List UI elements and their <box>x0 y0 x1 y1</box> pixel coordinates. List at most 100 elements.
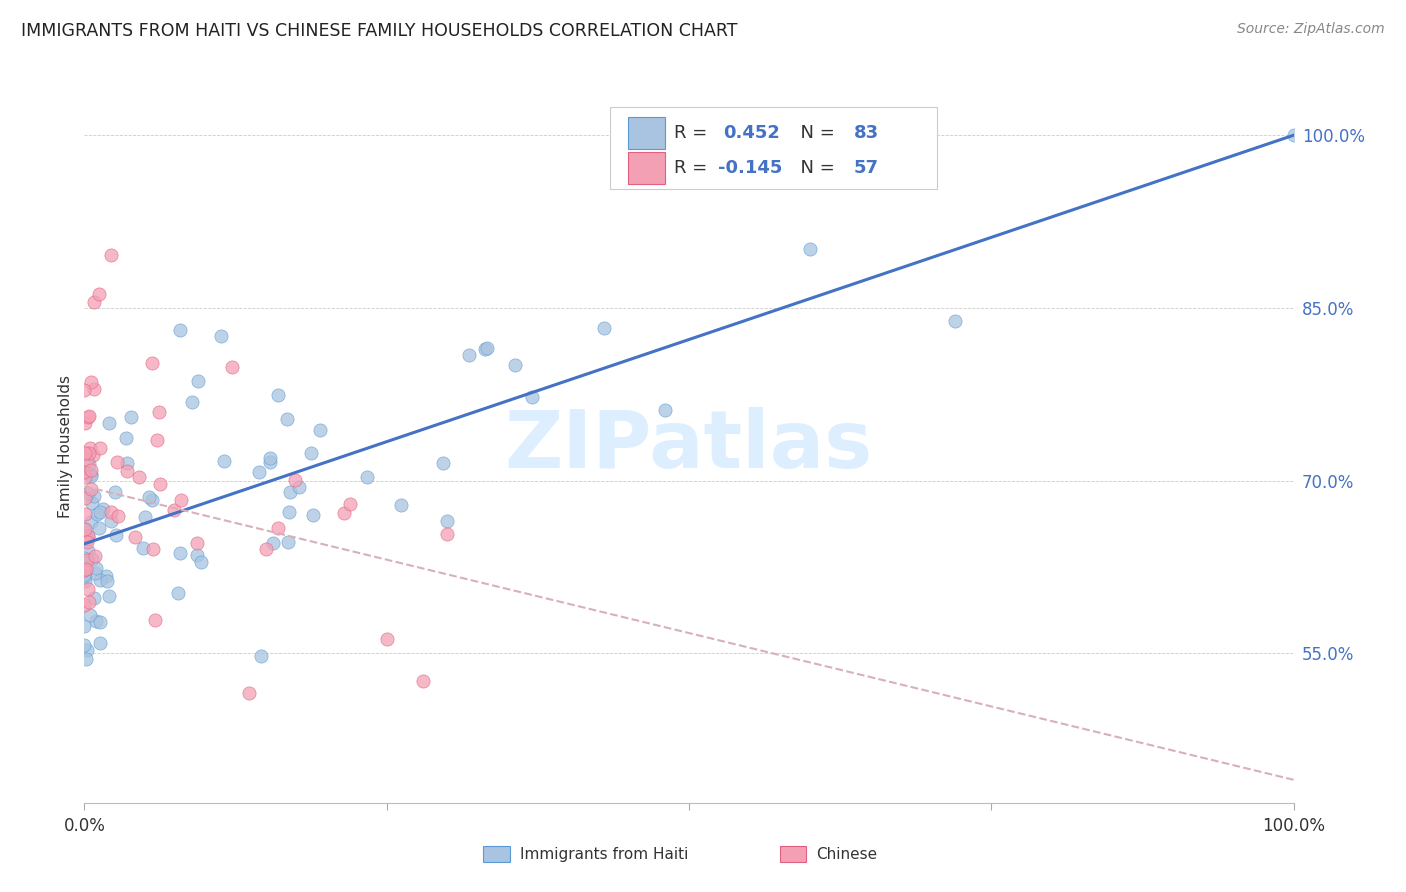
Point <box>104 528 127 542</box>
Point <box>73 598 96 612</box>
Point <box>141 493 163 508</box>
Point <box>79 608 101 623</box>
Point <box>77 457 100 471</box>
Bar <box>628 152 665 184</box>
Point <box>73 563 96 577</box>
Point <box>89 615 111 629</box>
Point <box>83 382 105 396</box>
Point <box>799 242 821 256</box>
Point <box>138 491 160 505</box>
Point <box>73 522 96 536</box>
Point <box>148 405 170 419</box>
Point <box>83 295 105 310</box>
Point <box>115 464 138 478</box>
Point <box>80 496 103 510</box>
Point <box>77 582 100 597</box>
Point <box>75 446 97 460</box>
Point <box>1282 128 1305 143</box>
Point <box>84 560 107 574</box>
Y-axis label: Family Households: Family Households <box>58 375 73 517</box>
Point <box>120 410 142 425</box>
Text: -0.145: -0.145 <box>718 159 782 177</box>
Point <box>209 329 232 343</box>
Text: Immigrants from Haiti: Immigrants from Haiti <box>520 847 688 862</box>
Point <box>76 642 98 657</box>
Point <box>105 455 128 469</box>
Point <box>458 348 481 362</box>
Point <box>375 632 398 647</box>
Point <box>73 491 96 505</box>
Point <box>100 514 122 528</box>
Point <box>84 549 107 564</box>
Point <box>79 446 101 460</box>
Point <box>356 470 378 484</box>
Bar <box>780 847 806 862</box>
Point <box>238 686 260 700</box>
Point <box>73 568 96 582</box>
Text: 83: 83 <box>853 124 879 142</box>
Point <box>143 613 166 627</box>
Point <box>96 574 118 588</box>
Bar <box>484 847 510 862</box>
Bar <box>610 107 936 189</box>
Point <box>80 468 103 483</box>
Point <box>73 522 96 536</box>
Point <box>84 566 107 581</box>
Point <box>142 541 165 556</box>
Point <box>77 409 100 423</box>
Point <box>436 514 458 528</box>
Point <box>89 521 111 535</box>
Point <box>943 313 966 327</box>
Point <box>259 451 281 466</box>
Point <box>76 453 98 467</box>
Point <box>276 412 298 426</box>
Point <box>83 489 105 503</box>
Point <box>309 423 332 437</box>
Point <box>277 535 299 549</box>
Point <box>77 529 100 543</box>
Point <box>114 430 136 444</box>
Point <box>278 484 301 499</box>
Point <box>259 454 281 468</box>
Text: Chinese: Chinese <box>815 847 877 862</box>
Point <box>299 445 322 459</box>
Point <box>75 416 97 430</box>
Point <box>107 508 129 523</box>
Point <box>221 360 243 375</box>
Point <box>73 469 96 483</box>
Point <box>100 248 122 262</box>
Point <box>190 555 212 569</box>
Point <box>146 434 169 448</box>
Point <box>77 595 100 609</box>
Point <box>73 574 96 589</box>
Point <box>170 493 193 508</box>
Point <box>167 586 190 600</box>
Point <box>94 568 117 582</box>
Point <box>89 506 111 520</box>
Point <box>505 358 527 372</box>
Point <box>80 375 103 389</box>
Point <box>89 636 111 650</box>
Point <box>124 530 146 544</box>
Text: N =: N = <box>789 124 841 142</box>
Point <box>73 551 96 566</box>
Point <box>80 467 103 481</box>
Point <box>128 470 150 484</box>
Point <box>100 505 122 519</box>
Point <box>79 441 101 455</box>
Text: 57: 57 <box>853 159 879 177</box>
Point <box>75 507 97 521</box>
Point <box>77 409 100 424</box>
Point <box>436 526 458 541</box>
Point <box>75 569 97 583</box>
Point <box>149 477 172 491</box>
Point <box>97 589 120 603</box>
Point <box>654 403 676 417</box>
Point <box>186 536 208 550</box>
Point <box>214 454 236 468</box>
Point <box>302 508 325 523</box>
Point <box>82 448 104 462</box>
Point <box>76 534 98 549</box>
Point <box>284 474 307 488</box>
Point <box>83 591 105 605</box>
